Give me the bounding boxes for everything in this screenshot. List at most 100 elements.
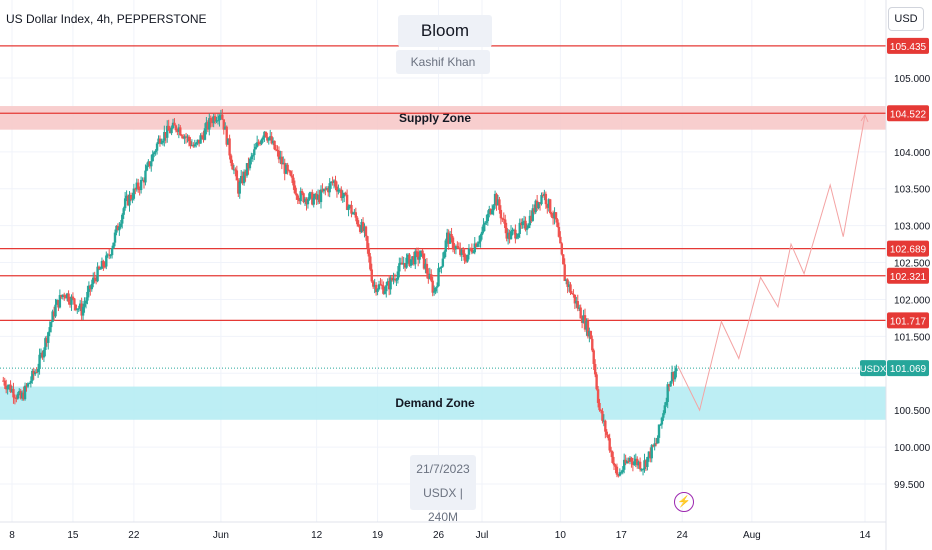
candle-body [662, 413, 665, 418]
candle-body [401, 262, 404, 265]
candle-body [608, 438, 611, 451]
candle-body [97, 266, 101, 269]
symbol-title[interactable]: US Dollar Index, 4h, PEPPERSTONE [6, 12, 207, 26]
candle-body [496, 199, 500, 206]
candle-body [504, 219, 507, 228]
candle-body [595, 374, 598, 390]
candle-body [611, 451, 614, 463]
candle-body [126, 195, 130, 206]
candle-body [615, 466, 619, 475]
candle-body [180, 135, 183, 137]
candle-body [244, 171, 247, 176]
candle-body [628, 457, 632, 462]
candle-body [216, 120, 220, 122]
candle-body [263, 131, 266, 138]
candle-body [583, 315, 587, 330]
candle-body [649, 451, 652, 459]
candle-body [589, 331, 593, 339]
candle-body [282, 162, 285, 165]
candle-body [261, 137, 265, 140]
candle-body [209, 118, 212, 123]
candle-body [572, 293, 575, 295]
candle-body [279, 156, 282, 160]
candle-body [519, 222, 523, 226]
candle-body [325, 188, 328, 190]
candle-body [476, 243, 479, 247]
candle-body [273, 140, 276, 150]
candle-body [659, 424, 662, 426]
candle-body [469, 248, 472, 250]
candle-body [315, 193, 318, 200]
candle-body [650, 445, 653, 459]
candle-body [592, 350, 595, 365]
candle-body [582, 315, 585, 323]
candle-body [237, 180, 240, 194]
candle-body [160, 142, 163, 144]
currency-button[interactable]: USD [888, 7, 924, 31]
candle-body [161, 140, 165, 143]
price-tick-label: 102.000 [894, 295, 931, 306]
candle-body [49, 322, 53, 328]
level-tag [887, 37, 929, 54]
time-tick-label: 12 [311, 530, 323, 541]
candle-body [398, 263, 401, 272]
level-tag [887, 105, 929, 122]
candle-body [353, 212, 356, 214]
candle-body [312, 198, 315, 205]
candle-body [501, 218, 504, 220]
candle-body [89, 285, 92, 290]
candle-body [430, 274, 433, 281]
candle-body [45, 338, 49, 343]
candle-body [110, 248, 114, 256]
candle-body [231, 163, 234, 170]
candle-body [92, 277, 95, 284]
candle-body [181, 136, 185, 139]
info-box: 21/7/2023 USDX | 240M [410, 455, 476, 524]
candle-body [255, 142, 259, 147]
candle-body [387, 281, 391, 290]
candle-body [541, 194, 545, 196]
candle-body [441, 258, 445, 267]
candle-body [531, 208, 534, 221]
candle-body [20, 392, 24, 399]
time-tick-label: 19 [372, 530, 384, 541]
candle-body [269, 136, 272, 138]
candle-body [440, 266, 443, 268]
candle-body [559, 236, 562, 244]
candle-body [477, 241, 481, 244]
candle-body [267, 137, 270, 141]
candle-body [302, 193, 305, 203]
candle-body [234, 169, 237, 171]
last-price-tag-label: 101.069 [890, 364, 927, 375]
candle-body [52, 311, 56, 317]
candle-body [530, 215, 533, 221]
candle-body [25, 385, 28, 387]
candle-body [377, 284, 381, 290]
candle-body [547, 199, 550, 208]
candle-body [434, 287, 437, 292]
lightning-icon[interactable]: ⚡ [674, 492, 694, 512]
candle-body [35, 372, 38, 374]
candle-body [576, 301, 579, 309]
candle-body [145, 165, 149, 171]
time-tick-label: 10 [555, 530, 567, 541]
candle-body [453, 248, 456, 250]
price-tick-label: 102.500 [894, 259, 931, 270]
time-tick-label: 24 [677, 530, 689, 541]
candle-body [493, 193, 497, 206]
candle-body [123, 198, 127, 209]
price-tick-label: 103.000 [894, 222, 931, 233]
candle-body [405, 257, 408, 268]
candle-body [563, 264, 566, 281]
candle-body [286, 164, 289, 171]
price-tick-label: 100.500 [894, 406, 931, 417]
candle-body [591, 338, 594, 351]
candle-body [74, 304, 78, 310]
candle-body [83, 303, 86, 307]
candle-body [665, 401, 668, 406]
candle-body [132, 188, 136, 199]
candle-body [103, 266, 107, 268]
candle-body [422, 253, 426, 269]
candle-body [151, 153, 154, 162]
